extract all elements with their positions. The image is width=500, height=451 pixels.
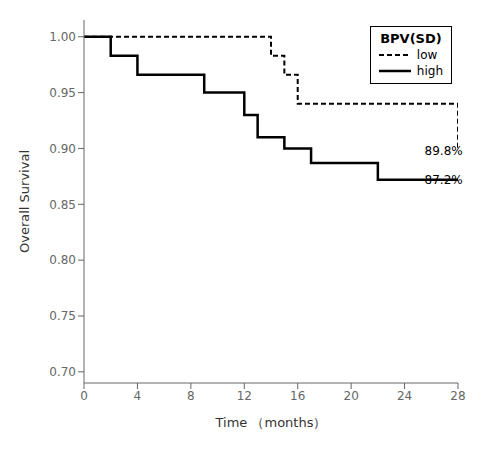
- svg-text:16: 16: [290, 389, 305, 403]
- html-text:low: low: [416, 48, 438, 62]
- svg-text:89.8%: 89.8%: [425, 144, 463, 158]
- svg-text:0.85: 0.85: [49, 198, 76, 212]
- svg-text:0.95: 0.95: [49, 86, 76, 100]
- svg-text:4: 4: [134, 389, 142, 403]
- html-text:high: high: [416, 64, 443, 78]
- svg-text:8: 8: [187, 389, 195, 403]
- svg-text:0.90: 0.90: [49, 142, 76, 156]
- svg-text:24: 24: [397, 389, 412, 403]
- svg-text:0: 0: [80, 389, 88, 403]
- svg-text:20: 20: [344, 389, 359, 403]
- svg-text:28: 28: [450, 389, 465, 403]
- svg-text:1.00: 1.00: [49, 30, 76, 44]
- svg-text:0.75: 0.75: [49, 309, 76, 323]
- html-text:BPV(SD): BPV(SD): [380, 31, 442, 46]
- svg-text:87.2%: 87.2%: [425, 173, 463, 187]
- svg-text:Time （months）: Time （months）: [215, 415, 327, 430]
- svg-text:12: 12: [237, 389, 252, 403]
- svg-text:0.80: 0.80: [49, 253, 76, 267]
- svg-text:Overall Survival: Overall Survival: [17, 150, 32, 253]
- svg-text:0.70: 0.70: [49, 365, 76, 379]
